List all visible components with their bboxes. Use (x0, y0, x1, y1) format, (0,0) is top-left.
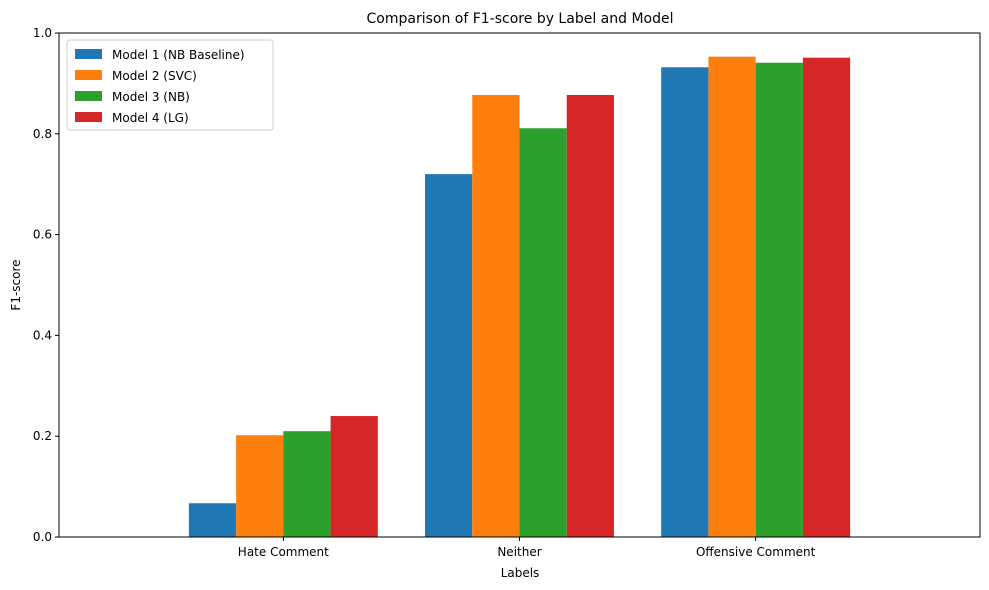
legend-swatch (75, 112, 102, 122)
legend-swatch (75, 49, 102, 59)
y-tick-label: 1.0 (33, 26, 52, 40)
y-tick-label: 0.8 (33, 127, 52, 141)
bar-4-2 (566, 94, 614, 537)
legend-label: Model 3 (NB) (112, 90, 190, 104)
bar-2-2 (472, 94, 520, 537)
x-tick-label: Offensive Comment (696, 545, 816, 559)
bar-2-1 (236, 435, 284, 537)
legend-box (66, 39, 274, 131)
chart-title: Comparison of F1-score by Label and Mode… (367, 11, 674, 27)
legend-label: Model 2 (SVC) (112, 69, 197, 83)
legend-label: Model 1 (NB Baseline) (112, 48, 245, 62)
bar-1-3 (661, 67, 709, 537)
y-axis-label: F1-score (9, 259, 23, 310)
legend-swatch (75, 70, 102, 80)
bar-4-3 (802, 57, 851, 538)
legend-label: Model 4 (LG) (112, 111, 189, 125)
bar-1-1 (188, 503, 237, 537)
bar-2-3 (708, 56, 756, 538)
x-axis-label: Labels (501, 566, 540, 580)
legend: Model 1 (NB Baseline) Model 2 (SVC) Model … (66, 39, 274, 131)
bars-group (188, 56, 851, 538)
bar-3-2 (519, 128, 567, 538)
bar-3-3 (755, 62, 803, 538)
y-axis: 0.0 0.2 0.4 0.6 0.8 1.0 (33, 26, 59, 544)
x-axis: Hate Comment Neither Offensive Comment (238, 537, 816, 559)
x-tick-label: Neither (497, 545, 541, 559)
y-tick-label: 0.2 (33, 429, 52, 443)
x-tick-label: Hate Comment (238, 545, 329, 559)
y-tick-label: 0.4 (33, 328, 52, 342)
bar-3-1 (283, 431, 331, 537)
legend-swatch (75, 91, 102, 101)
y-tick-label: 0.0 (33, 530, 52, 544)
bar-1-2 (425, 174, 473, 537)
y-tick-label: 0.6 (33, 228, 52, 242)
bar-4-1 (330, 416, 378, 537)
